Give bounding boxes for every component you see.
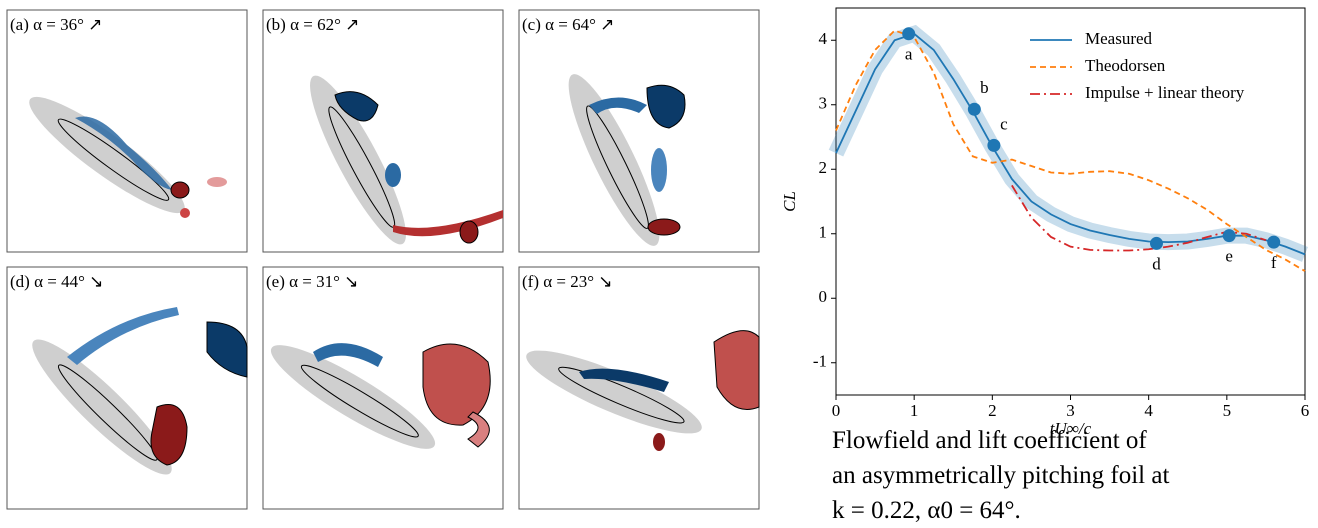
panel [518,266,760,510]
panel-label: (c) α = 64° ↗ [522,15,614,34]
caption-line: k = 0.22, α0 = 64°. [832,497,1021,523]
marker-label: c [1000,114,1008,133]
y-axis-label: CL [780,191,799,212]
vortex [385,163,401,187]
y-tick-label: 3 [819,94,828,113]
y-tick-label: 2 [819,158,828,177]
x-tick-label: 6 [1301,401,1310,420]
vortex [150,404,188,466]
marker [1267,235,1281,249]
panel-label: (a) α = 36° ↗ [10,15,102,34]
x-tick-label: 2 [988,401,997,420]
vortex [467,411,490,448]
panel-frame [6,266,248,510]
marker-label: a [905,45,913,64]
marker-label: f [1271,253,1277,272]
vortex [653,433,665,451]
vortex [589,97,647,114]
x-tick-label: 0 [832,401,841,420]
marker [967,102,981,116]
vortex [170,181,190,199]
legend-label: Impulse + linear theory [1085,83,1245,102]
panel-label: (d) α = 44° ↘ [10,272,103,291]
vortex [180,208,190,218]
marker [987,138,1001,152]
x-tick-label: 5 [1223,401,1232,420]
vortex [459,220,479,244]
vortex [334,91,379,122]
vortex [67,307,179,365]
panel [260,266,504,510]
vortex [75,116,172,190]
x-tick-label: 3 [1066,401,1075,420]
y-tick-label: 4 [819,29,828,48]
y-tick-label: 1 [819,223,828,242]
x-tick-label: 4 [1144,401,1153,420]
vortex [579,368,669,392]
vortex [647,218,681,236]
vortex [651,148,667,192]
panel [518,9,760,255]
marker-label: d [1152,254,1161,273]
panel-label: (f) α = 23° ↘ [522,272,613,291]
marker [1222,229,1236,243]
plot: 0 1 2 3 4 5 6 -1 0 1 2 3 4 tU∞/c CL a bc d e f Measured Theod… [780,7,1310,438]
series-line [835,29,1306,272]
marker-label: b [980,78,989,97]
panel [262,9,504,254]
y-tick-label: 0 [819,287,828,306]
panel [6,266,248,510]
y-tick-label: -1 [813,352,827,371]
x-axis-label: tU∞/c [1050,419,1092,438]
panel-frame [6,9,248,253]
vortex [206,321,248,378]
panel-label: (b) α = 62° ↗ [266,15,359,34]
vortex [422,343,491,426]
vortex [713,330,760,410]
marker-label: e [1225,247,1233,266]
legend-label: Theodorsen [1085,56,1166,75]
x-tick-label: 1 [910,401,919,420]
legend-label: Measured [1085,29,1153,48]
vortex [313,343,383,367]
marker [1149,236,1163,250]
marker [902,27,916,41]
plot-frame [835,7,1306,396]
vortex [207,177,227,187]
panel [6,9,248,253]
vortex [646,84,686,129]
panel-label: (e) α = 31° ↘ [266,272,358,291]
caption-line: an asymmetrically pitching foil at [832,462,1169,489]
vortex [393,210,503,237]
caption-line: Flowfield and lift coefficient of [832,427,1147,454]
